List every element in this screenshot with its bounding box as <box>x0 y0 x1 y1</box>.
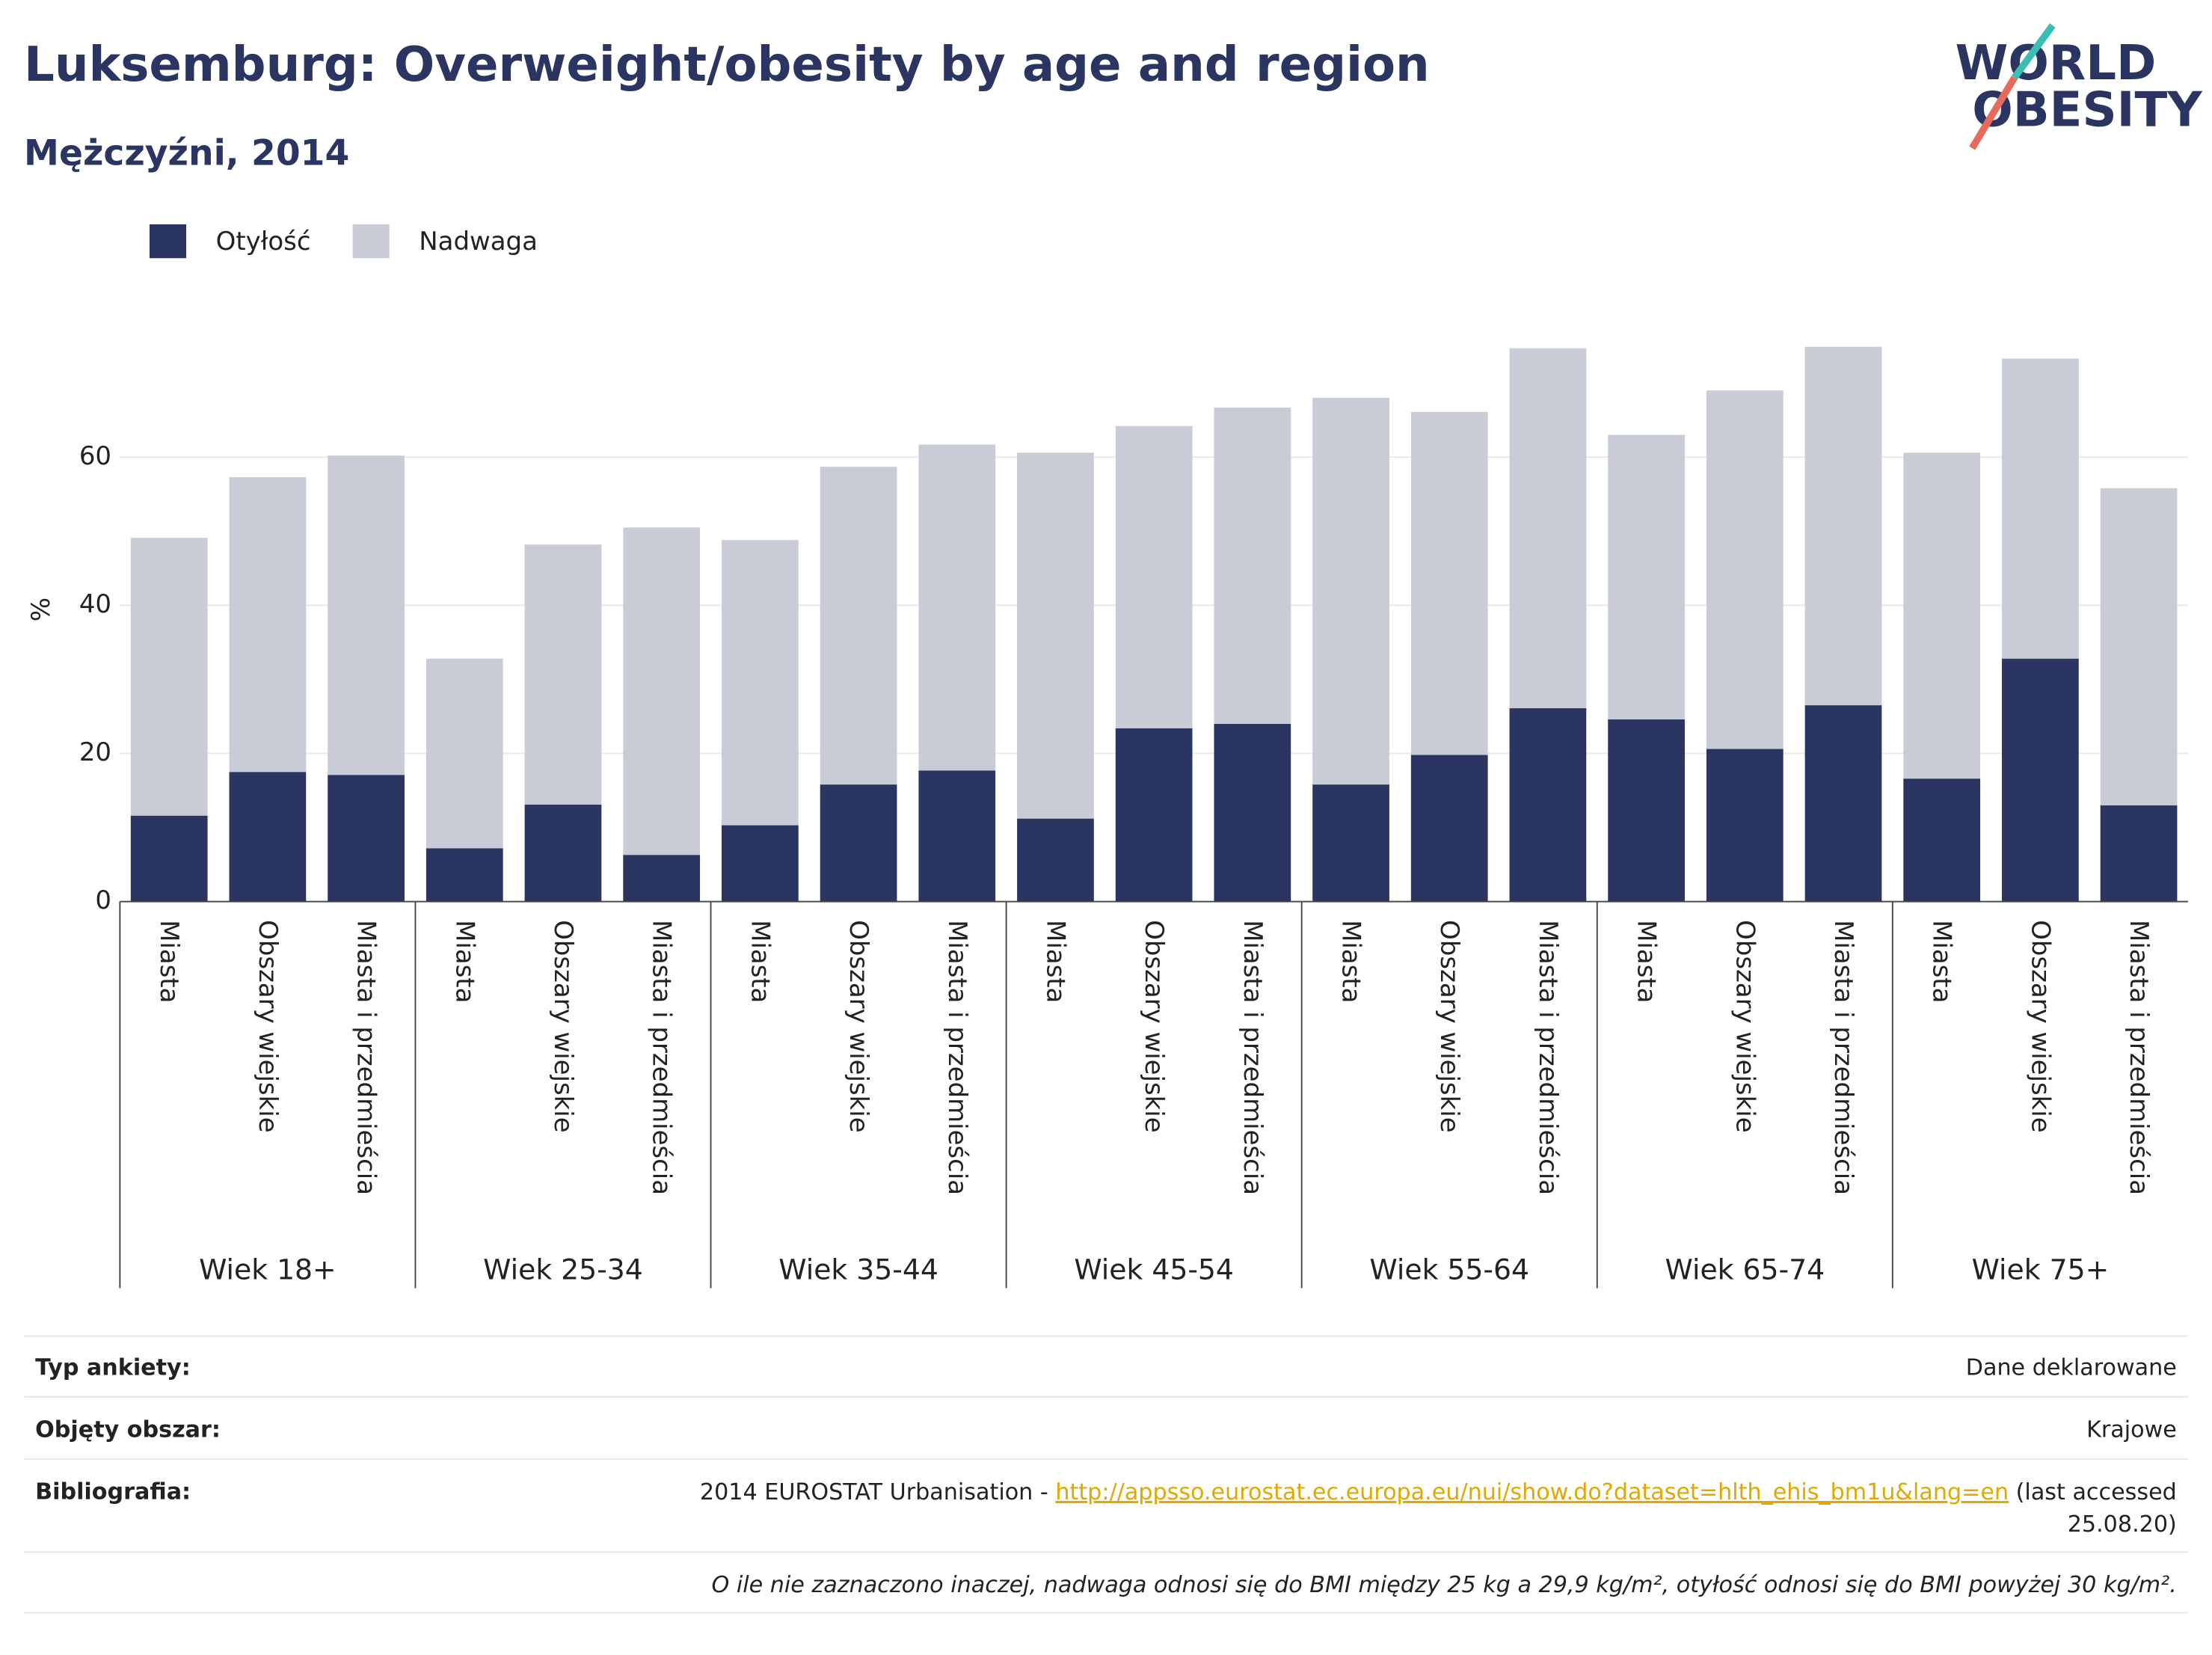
x-tick-label: Miasta i przedmieścia <box>351 920 381 1195</box>
group-label: Wiek 75+ <box>1972 1253 2110 1286</box>
bar-segment <box>623 527 701 856</box>
x-tick-label: Miasta i przedmieścia <box>647 920 677 1195</box>
x-tick-label: Miasta <box>154 920 184 1003</box>
bar-segment <box>722 540 799 826</box>
y-axis-label: % <box>26 598 56 621</box>
bar-segment <box>1115 426 1193 728</box>
bar-segment <box>2002 658 2079 902</box>
legend-swatch <box>352 224 390 259</box>
bar-segment <box>1312 398 1389 785</box>
bar-segment <box>1410 411 1488 755</box>
x-tick-label: Miasta i przedmieścia <box>2124 920 2154 1195</box>
x-tick-label: Miasta <box>1927 920 1957 1003</box>
logo-slash <box>1969 76 2018 150</box>
x-tick-label: Miasta i przedmieścia <box>1828 920 1858 1195</box>
logo: WORLD OBESITY <box>1956 23 2203 150</box>
bar-segment <box>820 467 897 785</box>
group-label: Wiek 18+ <box>199 1253 337 1286</box>
bar-segment <box>1017 452 1094 819</box>
x-tick-label: Miasta <box>1040 920 1070 1003</box>
bar-segment <box>2100 805 2178 902</box>
footer-value: Krajowe <box>2086 1417 2177 1443</box>
x-tick-label: Miasta i przedmieścia <box>1238 920 1268 1195</box>
legend-swatch <box>149 224 187 259</box>
bar-segment <box>524 804 602 902</box>
bar-segment <box>1312 784 1389 902</box>
bar-segment <box>229 477 307 773</box>
bar-segment <box>1706 749 1784 902</box>
bar-segment <box>1608 719 1685 902</box>
x-tick-label: Miasta i przedmieścia <box>1533 920 1563 1195</box>
group-label: Wiek 55-64 <box>1369 1253 1529 1286</box>
bar-segment <box>2002 358 2079 659</box>
y-tick-label: 60 <box>79 441 111 471</box>
x-tick-label: Miasta <box>745 920 775 1003</box>
x-tick-label: Obszary wiejskie <box>548 920 578 1133</box>
bar-segment <box>1804 346 1882 706</box>
group-label: Wiek 65-74 <box>1665 1253 1825 1286</box>
bib-link[interactable]: http://appsso.eurostat.ec.europa.eu/nui/… <box>1055 1479 2009 1505</box>
logo-text: OBESITY <box>1972 82 2203 138</box>
x-tick-label: Obszary wiejskie <box>2025 920 2055 1133</box>
bar-segment <box>623 855 701 902</box>
footer-label: Typ ankiety: <box>35 1355 191 1381</box>
group-label: Wiek 35-44 <box>778 1253 938 1286</box>
bar-segment <box>722 825 799 902</box>
x-tick-label: Obszary wiejskie <box>1139 920 1169 1133</box>
bar-segment <box>328 455 405 776</box>
y-tick-label: 0 <box>95 885 111 915</box>
bar-segment <box>2100 488 2178 805</box>
logo-text: WORLD <box>1956 35 2157 91</box>
bib-text: (last accessed <box>2009 1479 2177 1505</box>
bar-segment <box>328 775 405 902</box>
y-tick-label: 40 <box>79 589 111 619</box>
bar-segment <box>524 544 602 805</box>
bar-segment <box>1706 390 1784 749</box>
footer-value: Dane deklarowane <box>1966 1355 2177 1381</box>
bar-segment <box>1115 728 1193 902</box>
bar-segment <box>130 815 208 902</box>
bar-segment <box>425 848 503 902</box>
bar-segment <box>1509 348 1587 709</box>
bar-segment <box>1214 723 1291 902</box>
bar-segment <box>130 538 208 816</box>
x-tick-label: Obszary wiejskie <box>844 920 873 1133</box>
group-label: Wiek 45-54 <box>1074 1253 1234 1286</box>
bar-segment <box>918 770 996 902</box>
bar-segment <box>229 772 307 902</box>
x-tick-label: Obszary wiejskie <box>1434 920 1464 1133</box>
x-tick-label: Miasta <box>1336 920 1366 1003</box>
bar-segment <box>1214 407 1291 724</box>
bar-segment <box>918 444 996 771</box>
x-tick-label: Miasta <box>449 920 479 1003</box>
x-tick-label: Obszary wiejskie <box>253 920 283 1133</box>
bar-segment <box>1017 818 1094 902</box>
x-tick-label: Miasta <box>1632 920 1662 1003</box>
footer-value: 2014 EUROSTAT Urbanisation - http://apps… <box>700 1479 2177 1505</box>
bar-segment <box>425 658 503 849</box>
bar-segment <box>1903 452 1981 779</box>
bar-segment <box>1608 435 1685 719</box>
footer-label: Objęty obszar: <box>35 1417 221 1443</box>
chart-title: Luksemburg: Overweight/obesity by age an… <box>24 37 1430 93</box>
logo-slash <box>2012 23 2056 80</box>
legend-label: Nadwaga <box>419 227 538 257</box>
x-tick-label: Miasta i przedmieścia <box>942 920 972 1195</box>
y-tick-label: 20 <box>79 737 111 767</box>
bar-segment <box>1509 708 1587 902</box>
legend-label: Otyłość <box>216 227 311 257</box>
bar-segment <box>1804 705 1882 902</box>
footer-note: O ile nie zaznaczono inaczej, nadwaga od… <box>712 1572 2177 1598</box>
chart-subtitle: Mężczyźni, 2014 <box>24 133 349 174</box>
bib-text: 25.08.20) <box>2068 1511 2177 1538</box>
bar-segment <box>820 784 897 902</box>
group-label: Wiek 25-34 <box>483 1253 643 1286</box>
x-tick-label: Obszary wiejskie <box>1730 920 1760 1133</box>
bib-text: 2014 EUROSTAT Urbanisation - <box>700 1479 1055 1505</box>
footer-label: Bibliografia: <box>35 1479 191 1505</box>
bar-segment <box>1903 779 1981 902</box>
bar-segment <box>1410 755 1488 902</box>
